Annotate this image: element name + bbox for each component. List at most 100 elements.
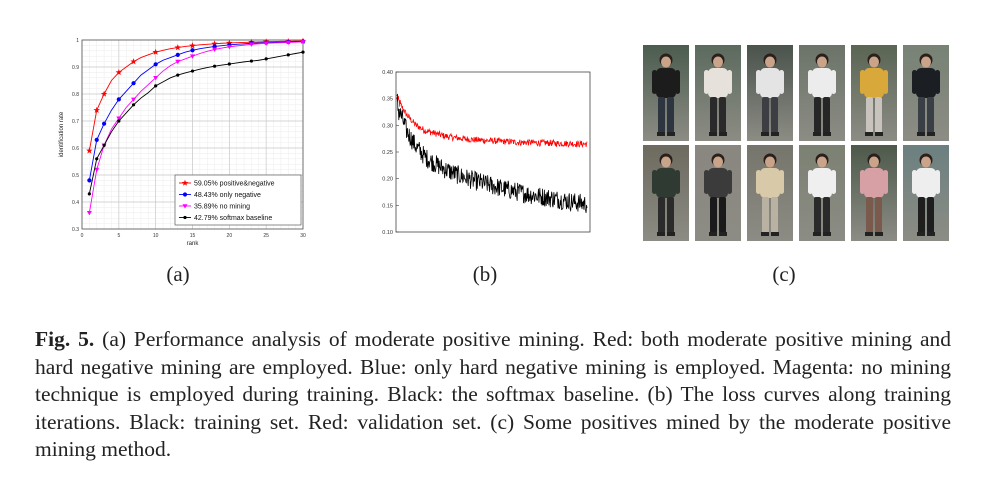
person-silhouette xyxy=(808,153,836,236)
data-point xyxy=(286,53,290,57)
data-point xyxy=(190,48,195,53)
data-point xyxy=(263,41,269,46)
y-tick-label: 0.25 xyxy=(382,150,393,156)
person-thumbnail xyxy=(851,45,897,141)
sublabel-b: (b) xyxy=(472,262,498,286)
data-point xyxy=(248,42,254,47)
y-tick-label: 0.15 xyxy=(382,203,393,209)
data-point xyxy=(93,106,100,113)
legend-marker xyxy=(182,204,188,209)
person-silhouette xyxy=(808,53,836,136)
person-silhouette xyxy=(860,153,888,236)
data-point xyxy=(212,47,218,53)
person-thumbnail xyxy=(799,145,845,241)
legend-entry: 35.89% no mining xyxy=(194,203,250,210)
person-thumbnail xyxy=(799,45,845,141)
data-point xyxy=(153,76,159,81)
data-point xyxy=(226,39,233,46)
series-1 xyxy=(87,39,306,183)
x-tick-label: 30 xyxy=(300,233,306,239)
person-silhouette xyxy=(756,53,784,136)
data-point xyxy=(95,157,99,161)
caption-label: Fig. 5. xyxy=(35,327,95,351)
data-point xyxy=(102,121,107,126)
y-tick-label: 0.3 xyxy=(72,227,79,233)
data-point xyxy=(227,62,231,66)
figure-caption: Fig. 5. (a) Performance analysis of mode… xyxy=(35,326,951,464)
y-tick-label: 0.7 xyxy=(72,119,79,125)
y-axis-label: identification rate xyxy=(59,111,65,157)
data-point xyxy=(153,62,158,67)
y-tick-label: 0.35 xyxy=(382,97,393,103)
series-3 xyxy=(87,50,305,196)
x-tick-label: 25 xyxy=(263,233,269,239)
legend-entry: 42.79% softmax baseline xyxy=(194,215,272,222)
person-thumbnail xyxy=(695,145,741,241)
plot-frame xyxy=(81,39,304,230)
data-point xyxy=(190,54,195,59)
data-point xyxy=(175,52,180,57)
data-point xyxy=(86,147,93,154)
data-point xyxy=(87,192,91,196)
x-tick-label: 0 xyxy=(81,233,84,239)
person-thumbnail xyxy=(903,45,949,141)
legend-marker xyxy=(182,192,188,197)
person-thumbnail xyxy=(747,145,793,241)
person-silhouette xyxy=(912,53,940,136)
data-point xyxy=(131,103,136,107)
data-point xyxy=(116,116,122,121)
chart-identification-rate: 0 5 10 15 20 25 30 0.3 0.4 0.5 0.6 0.7 0.8 0.9 1 rank id… xyxy=(59,37,307,247)
person-silhouette xyxy=(704,53,732,136)
legend xyxy=(174,174,302,226)
legend-entry: 48.43% only negative xyxy=(194,192,261,199)
person-silhouette xyxy=(652,53,680,136)
person-thumbnail xyxy=(903,145,949,241)
data-point xyxy=(285,40,291,46)
y-tick-label: 0.5 xyxy=(72,173,79,179)
data-point xyxy=(264,57,268,61)
person-silhouette xyxy=(756,153,784,236)
x-tick-label: 15 xyxy=(190,233,196,239)
legend-marker xyxy=(183,215,187,220)
person-silhouette xyxy=(912,153,940,236)
data-point xyxy=(117,119,121,123)
x-tick-label: 5 xyxy=(117,233,120,239)
y-tick-label: 0.20 xyxy=(382,177,393,183)
data-point xyxy=(130,58,137,65)
data-point xyxy=(190,69,195,73)
series-line xyxy=(88,51,304,194)
data-point xyxy=(211,40,218,47)
data-point xyxy=(102,143,106,147)
legend-marker xyxy=(181,179,189,186)
data-point xyxy=(116,97,121,102)
y-tick-label: 1 xyxy=(76,38,79,44)
sublabel-a: (a) xyxy=(166,262,190,286)
data-point xyxy=(131,81,136,86)
plot-frame xyxy=(395,71,591,233)
y-tick-label: 0.40 xyxy=(382,70,393,76)
x-tick-label: 20 xyxy=(227,233,233,239)
data-point xyxy=(212,44,217,49)
data-point xyxy=(249,59,254,63)
loss-series-0 xyxy=(396,95,588,149)
y-tick-label: 0.8 xyxy=(72,92,79,98)
data-point xyxy=(94,167,100,173)
person-silhouette xyxy=(704,153,732,236)
data-point xyxy=(226,44,232,50)
data-point xyxy=(175,59,181,65)
y-tick-label: 0.4 xyxy=(72,200,79,206)
person-silhouette xyxy=(652,153,680,236)
data-point xyxy=(94,137,99,142)
y-tick-label: 0.10 xyxy=(382,230,393,236)
series-line xyxy=(88,40,304,181)
data-point xyxy=(87,178,92,183)
chart-loss-curves: 0.10 0.15 0.20 0.25 0.30 0.35 0.40 xyxy=(382,70,591,236)
positives-gallery xyxy=(640,45,950,241)
y-tick-label: 0.30 xyxy=(382,123,393,129)
y-tick-label: 0.6 xyxy=(72,146,79,152)
data-point xyxy=(189,42,196,49)
sublabel-c: (c) xyxy=(772,262,796,286)
x-axis-label: rank xyxy=(187,241,200,247)
series-line xyxy=(88,40,303,151)
y-tick-label: 0.9 xyxy=(72,65,79,71)
